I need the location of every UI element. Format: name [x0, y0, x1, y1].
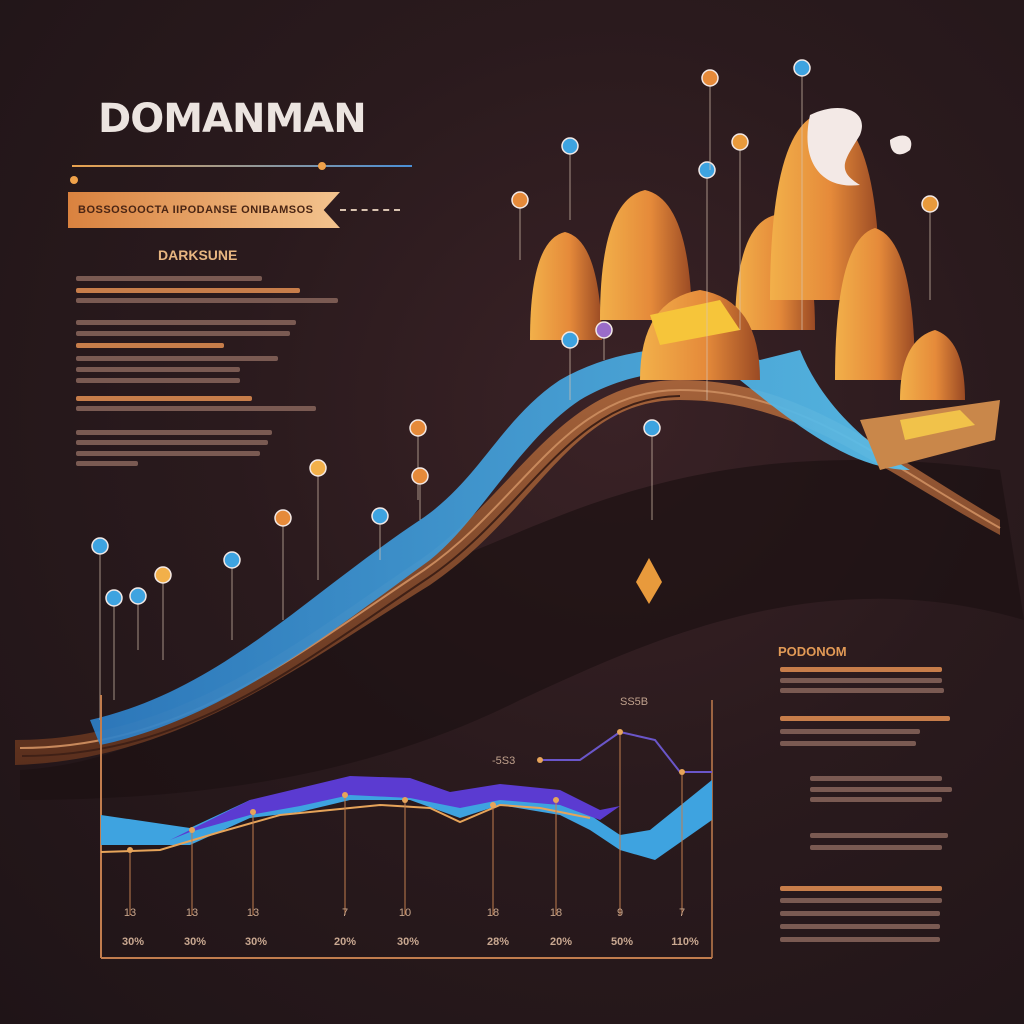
pin-marker-icon [511, 191, 529, 209]
pin-marker-icon [274, 509, 292, 527]
percent-label: 20% [334, 936, 356, 948]
ribbon-dashed-line [340, 209, 400, 211]
percent-label: 30% [122, 936, 144, 948]
right-heading: PODONOM [778, 644, 847, 659]
count-label: 18 [487, 907, 499, 919]
pin-marker-icon [105, 589, 123, 607]
text-line [810, 787, 952, 792]
text-line [780, 886, 942, 891]
count-label: 13 [186, 907, 198, 919]
percent-label: 30% [397, 936, 419, 948]
text-line [780, 678, 942, 683]
text-line [76, 343, 224, 348]
percent-labels: 30% 30% 30% 20% 30% 28% 20% 50% 110% [122, 936, 699, 948]
text-line [76, 396, 252, 401]
text-line [780, 688, 944, 693]
text-line [810, 776, 942, 781]
underline-dot-small [70, 176, 78, 184]
text-line [76, 378, 240, 383]
pin-marker-icon [793, 59, 811, 77]
text-line [76, 276, 262, 281]
count-labels: 13 13 13 7 10 18 18 9 7 [124, 907, 685, 919]
pin-marker-icon [701, 69, 719, 87]
count-label: 7 [342, 907, 348, 919]
pin-marker-icon [921, 195, 939, 213]
count-label: 13 [247, 907, 259, 919]
text-line [780, 716, 950, 721]
chart-tag-mid: -5S3 [492, 755, 515, 767]
track-shadow [20, 459, 1024, 800]
pin-marker-icon [371, 507, 389, 525]
percent-label: 30% [184, 936, 206, 948]
pin-marker-icon [409, 419, 427, 437]
count-label: 9 [617, 907, 623, 919]
count-label: 13 [124, 907, 136, 919]
data-river [90, 348, 910, 745]
text-line [780, 937, 940, 942]
line-chart: SS5B -5S3 13 13 13 7 10 18 18 9 7 30% 30% 30% 20% 30… [100, 695, 713, 959]
text-line [76, 320, 296, 325]
gem-icon [636, 558, 662, 604]
count-label: 7 [679, 907, 685, 919]
text-line [780, 911, 940, 916]
percent-label: 20% [550, 936, 572, 948]
chart-tag-top: SS5B [620, 696, 648, 708]
text-line [780, 741, 916, 746]
text-line [76, 461, 138, 466]
left-subheading: DARKSUNE [158, 247, 238, 263]
pin-marker-icon [643, 419, 661, 437]
pin-marker-icon [91, 537, 109, 555]
text-line [76, 331, 290, 336]
text-line [76, 406, 316, 411]
text-line [780, 667, 942, 672]
count-label: 18 [550, 907, 562, 919]
percent-label: 28% [487, 936, 509, 948]
pin-marker-icon [309, 459, 327, 477]
text-line [76, 451, 260, 456]
pin-marker-icon [595, 321, 613, 339]
pin-marker-icon [561, 331, 579, 349]
text-line [810, 833, 948, 838]
percent-label: 50% [611, 936, 633, 948]
banner-ribbon: BOSSOSOOCTA IIPODANSE ONIBAMSOS [68, 192, 340, 228]
text-line [76, 288, 300, 293]
text-line [780, 924, 940, 929]
pin-marker-icon [411, 467, 429, 485]
pin-marker-icon [154, 566, 172, 584]
pin-markers [91, 59, 939, 720]
pin-marker-icon [129, 587, 147, 605]
pin-marker-icon [561, 137, 579, 155]
text-line [810, 845, 942, 850]
text-line [810, 797, 942, 802]
text-line [780, 729, 920, 734]
page-title: DOMANMAN [98, 96, 367, 142]
percent-label: 30% [245, 936, 267, 948]
text-line [76, 356, 278, 361]
pin-marker-icon [731, 133, 749, 151]
pin-marker-icon [223, 551, 241, 569]
count-label: 10 [399, 907, 411, 919]
text-line [76, 298, 338, 303]
text-line [780, 898, 942, 903]
text-line [76, 367, 240, 372]
underline-dot [318, 162, 326, 170]
mushroom-tower-icon [530, 107, 1000, 470]
title-underline [72, 165, 412, 167]
text-line [76, 430, 272, 435]
percent-label: 110% [671, 936, 699, 948]
text-line [76, 440, 268, 445]
pin-marker-icon [698, 161, 716, 179]
